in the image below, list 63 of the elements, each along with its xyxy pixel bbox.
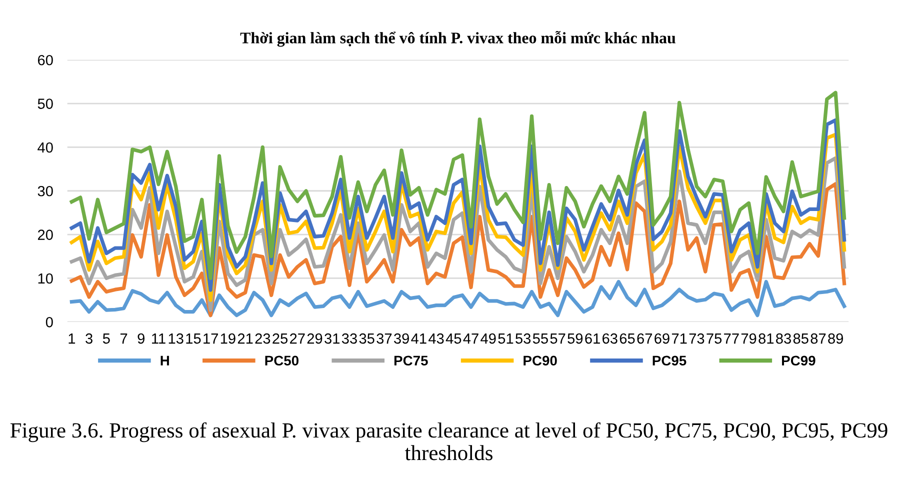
x-tick-label: 67 bbox=[637, 333, 652, 344]
x-tick-label: 61 bbox=[585, 333, 600, 344]
x-tick-label: 75 bbox=[706, 334, 722, 344]
x-tick-label: 15 bbox=[186, 334, 201, 344]
x-tick-label: 11 bbox=[152, 334, 166, 344]
x-tick-label: 79 bbox=[741, 333, 756, 344]
x-tick-label: 53 bbox=[516, 333, 531, 344]
line-series bbox=[70, 182, 846, 318]
legend-label: PC50 bbox=[265, 356, 299, 366]
x-tick-label: 17 bbox=[204, 334, 218, 344]
x-tick-label: 1 bbox=[68, 334, 76, 344]
x-tick-label: 35 bbox=[359, 333, 374, 344]
x-tick-label: 9 bbox=[138, 333, 144, 344]
x-tick-label: 83 bbox=[776, 333, 791, 344]
x-tick-label: 59 bbox=[568, 333, 583, 344]
legend-label: H bbox=[160, 356, 169, 366]
x-tick-label: 63 bbox=[602, 333, 618, 344]
x-tick-label: 41 bbox=[411, 334, 426, 344]
x-tick-label: 43 bbox=[428, 333, 444, 344]
x-tick-label: 39 bbox=[394, 333, 409, 344]
line-series bbox=[70, 280, 846, 318]
x-tick-label: 19 bbox=[220, 333, 236, 344]
x-tick-label: 87 bbox=[810, 333, 826, 344]
x-tick-label: 73 bbox=[689, 333, 704, 344]
legend-label: PC99 bbox=[782, 356, 816, 366]
x-tick-label: 81 bbox=[758, 333, 774, 344]
x-tick-label: 57 bbox=[550, 334, 566, 344]
y-tick-label: 40 bbox=[38, 142, 53, 153]
x-tick-label: 31 bbox=[324, 333, 340, 344]
x-tick-label: 85 bbox=[793, 333, 808, 344]
y-tick-label: 60 bbox=[38, 54, 53, 66]
chart-title: Thời gian làm sạch thể vô tính P. vivax theo mỗi mức khác nhau bbox=[240, 31, 676, 47]
x-tick-label: 27 bbox=[290, 333, 305, 344]
x-tick-label: 51 bbox=[498, 334, 514, 344]
y-tick-label: 0 bbox=[46, 316, 53, 328]
legend-label: PC90 bbox=[524, 356, 557, 366]
x-tick-label: 47 bbox=[463, 334, 478, 344]
legend-label: PC95 bbox=[652, 356, 686, 366]
x-tick-label: 45 bbox=[446, 334, 462, 344]
x-tick-label: 69 bbox=[654, 333, 670, 344]
x-tick-label: 21 bbox=[238, 333, 253, 344]
legend-label: PC75 bbox=[394, 356, 428, 366]
x-tick-label: 71 bbox=[672, 334, 687, 344]
x-tick-label: 5 bbox=[102, 334, 110, 344]
y-tick-label: 50 bbox=[38, 98, 53, 109]
x-tick-label: 77 bbox=[724, 334, 739, 344]
x-tick-label: 25 bbox=[272, 333, 288, 344]
x-tick-label: 37 bbox=[376, 333, 392, 344]
x-tick-label: 49 bbox=[480, 333, 496, 344]
line-series bbox=[70, 90, 846, 280]
x-tick-label: 89 bbox=[828, 333, 844, 344]
x-tick-label: 65 bbox=[620, 333, 635, 344]
caption: Figure 3.6. Progress of asexual P. vivax parasite clearance at level of PC50, PC75, PC90, PC95, PC99 thresholds bbox=[10, 422, 888, 460]
y-tick-label: 30 bbox=[38, 186, 53, 196]
x-tick-label: 13 bbox=[168, 333, 184, 344]
y-tick-label: 20 bbox=[38, 230, 53, 240]
x-tick-label: 7 bbox=[120, 334, 128, 344]
x-tick-label: 3 bbox=[86, 333, 92, 344]
x-tick-label: 55 bbox=[532, 334, 548, 344]
y-tick-label: 10 bbox=[38, 273, 53, 284]
x-tick-label: 29 bbox=[307, 333, 322, 344]
x-tick-label: 23 bbox=[255, 333, 270, 344]
x-tick-label: 33 bbox=[342, 333, 357, 344]
